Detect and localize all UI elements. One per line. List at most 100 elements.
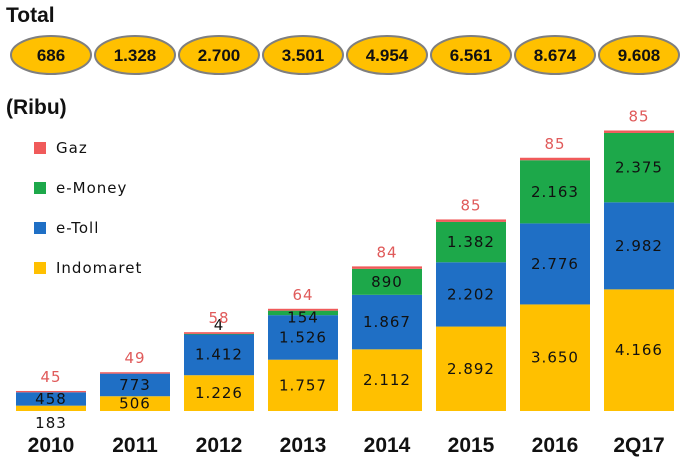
total-value: 9.608 (618, 46, 661, 65)
data-label: 1.412 (195, 346, 243, 364)
data-label: 2.776 (531, 255, 579, 273)
total-value: 8.674 (534, 46, 577, 65)
total-pill: 3.501 (262, 35, 344, 75)
legend-swatch (34, 142, 46, 154)
data-label: 2.112 (363, 371, 411, 389)
data-label: 506 (119, 395, 151, 413)
bar-total-label: 85 (460, 196, 481, 214)
data-label: 1.226 (195, 384, 243, 402)
bar-segment (520, 157, 590, 161)
x-tick-label: 2011 (112, 434, 158, 457)
bar-total-label: 84 (376, 243, 397, 261)
bar-segment (100, 372, 170, 374)
bar-segment (604, 289, 674, 411)
data-label: 1.382 (447, 233, 495, 251)
total-value: 686 (37, 46, 65, 65)
data-label: 154 (287, 309, 319, 327)
legend-label: e-Money (56, 179, 127, 197)
total-pill-shape (262, 35, 344, 75)
bar-segment (352, 294, 422, 350)
bar-segment (604, 130, 674, 133)
bar-total-label: 45 (40, 368, 61, 386)
bar-total-label: 85 (628, 107, 649, 125)
bar-segment (184, 332, 254, 334)
legend-label: Gaz (56, 139, 88, 157)
total-pill: 2.700 (178, 35, 260, 75)
bar-total-label: 49 (124, 349, 145, 367)
total-pill: 686 (10, 35, 92, 75)
bar-segment (604, 132, 674, 203)
bar-total-label: 64 (292, 286, 313, 304)
total-value: 3.501 (282, 46, 325, 65)
total-value: 2.700 (198, 46, 241, 65)
data-label: 1.867 (363, 313, 411, 331)
plot-area: 18345845506773491.2261.4124581.7571.5261… (16, 107, 674, 432)
bar-segment (352, 268, 422, 295)
legend-item: Indomaret (34, 259, 142, 277)
bar-segment (268, 310, 338, 316)
data-label: 1.757 (279, 376, 327, 394)
bar-segment (352, 266, 422, 269)
total-pill-shape (346, 35, 428, 75)
data-label: 890 (371, 273, 403, 291)
bar-segment (184, 375, 254, 411)
bar-segment (16, 405, 86, 411)
data-label: 2.202 (447, 285, 495, 303)
bar-segment (436, 219, 506, 222)
x-tick-label: 2010 (28, 434, 75, 457)
bar-segment (352, 349, 422, 411)
bar-segment (268, 308, 338, 311)
data-label: 4.166 (615, 341, 663, 359)
total-pill: 6.561 (430, 35, 512, 75)
legend-item: e-Money (34, 179, 127, 197)
data-label: 458 (35, 390, 67, 408)
bar-segment (520, 223, 590, 305)
total-value: 6.561 (450, 46, 493, 65)
bar-segment (436, 326, 506, 411)
data-label: 2.163 (531, 183, 579, 201)
bar-segment (16, 390, 86, 393)
legend-item: Gaz (34, 139, 88, 157)
bar-total-label: 85 (544, 135, 565, 153)
legend-swatch (34, 182, 46, 194)
bar-segment (436, 262, 506, 327)
total-pill-shape (598, 35, 680, 75)
bar-segment (520, 160, 590, 224)
total-pill-shape (514, 35, 596, 75)
bar-segment (184, 333, 254, 335)
data-label: 4 (214, 316, 225, 334)
bar-segment (520, 304, 590, 411)
bar-segment (268, 315, 338, 360)
bar-segment (16, 392, 86, 406)
x-tick-label: 2013 (280, 434, 327, 457)
data-label: 2.982 (615, 237, 663, 255)
total-pill-shape (10, 35, 92, 75)
total-pill-shape (94, 35, 176, 75)
total-pill-shape (178, 35, 260, 75)
data-label: 183 (35, 414, 67, 432)
legend-swatch (34, 262, 46, 274)
legend: Gaz e-Money e-Toll Indomaret (34, 139, 142, 277)
x-axis: 2010 2011 2012 2013 2014 2015 2016 2Q17 (28, 434, 665, 457)
chart-title: Total (6, 4, 55, 27)
data-label: 773 (119, 376, 151, 394)
data-label: 3.650 (531, 349, 579, 367)
bar-segment (100, 396, 170, 411)
bar-segment (604, 202, 674, 290)
x-tick-label: 2Q17 (613, 434, 664, 457)
bar-segment (436, 221, 506, 263)
legend-label: Indomaret (56, 259, 142, 277)
totals-row: 686 1.328 2.700 3.501 4.954 6.561 8.674 9.608 (10, 35, 680, 75)
legend-item: e-Toll (34, 219, 99, 237)
legend-swatch (34, 222, 46, 234)
legend-label: e-Toll (56, 219, 99, 237)
bar-segment (268, 359, 338, 411)
x-tick-label: 2012 (196, 434, 243, 457)
data-label: 2.375 (615, 159, 663, 177)
bar-segment (100, 373, 170, 397)
unit-label: (Ribu) (6, 96, 67, 119)
total-value: 1.328 (114, 46, 157, 65)
bar-total-label: 58 (208, 309, 229, 327)
total-pill: 9.608 (598, 35, 680, 75)
bar-segment (184, 333, 254, 376)
